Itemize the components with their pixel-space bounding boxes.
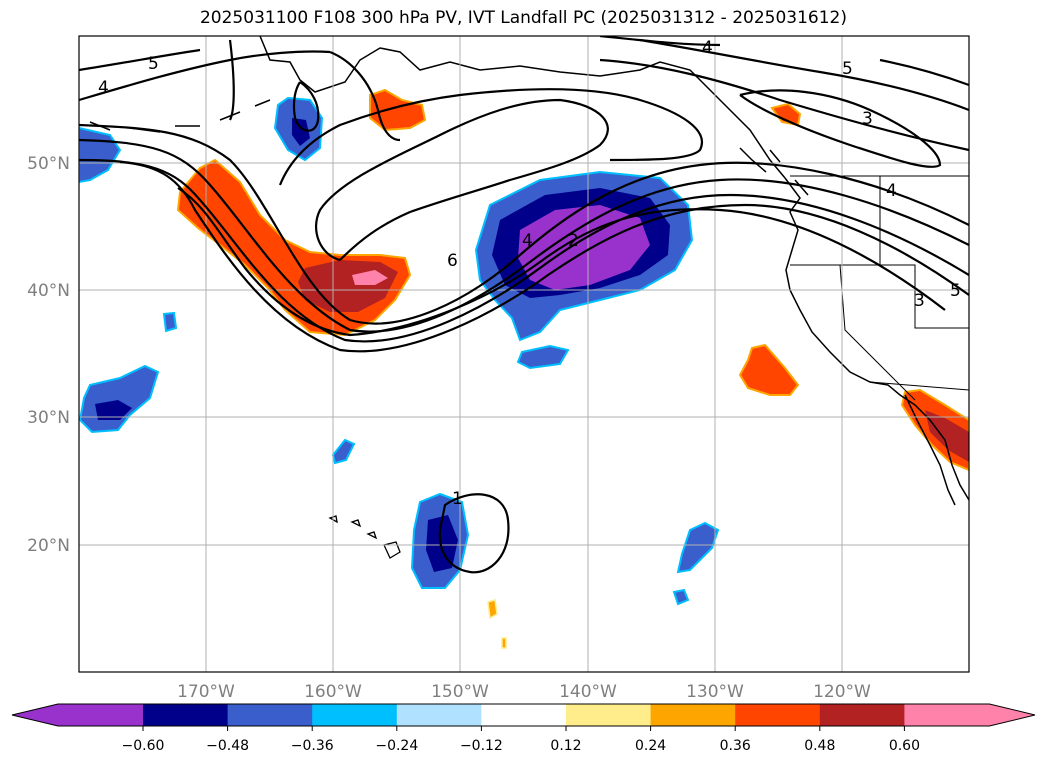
contour-label-2-center: 2	[568, 231, 579, 251]
hawaii-oahu	[350, 519, 362, 528]
pv-negative-tiny	[672, 588, 690, 606]
colorbar-outline	[11, 703, 1036, 727]
contour-label-3-east: 3	[914, 291, 925, 311]
state-border-5	[869, 381, 969, 391]
contour-label-6: 6	[447, 251, 458, 271]
colorbar-segment	[819, 704, 905, 726]
lon-label-170w: 170°W	[177, 682, 235, 702]
west-coast-north-america	[784, 177, 969, 501]
pv-positive-offshore	[738, 343, 800, 396]
contour-label-1-south: 1	[452, 489, 463, 509]
pv-negative-southeast	[676, 521, 720, 574]
contour-label-5-north: 5	[842, 59, 853, 79]
pv-positive-alaska	[369, 88, 427, 132]
latitude-labels: 50°N 40°N 30°N 20°N	[27, 154, 70, 556]
state-border-1	[790, 264, 916, 290]
contour-line-14	[292, 81, 320, 132]
hawaii-maui	[366, 531, 378, 540]
map-area: 5 4 4 5 3 6 4 2 4 3 5 1	[79, 36, 969, 672]
contour-line-10	[639, 38, 969, 112]
contour-label-4-west: 4	[98, 78, 109, 98]
colorbar-tick-label: 0.12	[550, 738, 581, 754]
contour-line-17	[599, 36, 721, 47]
lon-label-150w: 150°W	[431, 682, 489, 702]
contour-line-6	[315, 98, 609, 262]
pv-positive-tiny-a	[487, 599, 498, 620]
contour-line-7	[278, 88, 703, 186]
longitude-labels: 170°W 160°W 150°W 140°W 130°W 120°W	[177, 682, 871, 702]
pv-negative-aleutian-core	[292, 118, 310, 146]
colorbar-tick-label: 0.48	[804, 738, 835, 754]
contour-line-5	[177, 187, 946, 337]
colorbar-tick-label: −0.36	[291, 738, 334, 754]
alaska-coastline	[259, 36, 786, 179]
contour-line-9	[79, 39, 235, 121]
hawaii-big-island	[383, 541, 401, 559]
colorbar-segment	[396, 704, 482, 726]
lat-label-50n: 50°N	[27, 154, 70, 174]
colorbar-tick-label: −0.24	[375, 738, 418, 754]
colorbar-tick-label: −0.48	[206, 738, 249, 754]
contour-label-4-east: 4	[886, 181, 897, 201]
lat-label-30n: 30°N	[27, 408, 70, 428]
ivt-contours	[79, 36, 969, 574]
contour-line-11	[599, 58, 969, 152]
lat-label-40n: 40°N	[27, 281, 70, 301]
contour-label-3-north: 3	[862, 109, 873, 129]
colorbar-segment	[143, 704, 229, 726]
colorbar-segment	[650, 704, 736, 726]
contour-line-16	[438, 493, 510, 574]
colorbar-tick-label: 0.24	[635, 738, 666, 754]
colorbar-segment	[312, 704, 398, 726]
bc-islands	[739, 147, 809, 196]
lat-label-20n: 20°N	[27, 536, 70, 556]
lon-label-160w: 160°W	[304, 682, 362, 702]
pv-positive-bc-coast	[770, 102, 802, 127]
contour-labels: 5 4 4 5 3 6 4 2 4 3 5 1	[98, 38, 961, 509]
contour-label-5-west: 5	[148, 54, 159, 74]
contour-line-15	[329, 50, 401, 142]
colorbar-tick-label: −0.60	[122, 738, 165, 754]
contour-line-3	[79, 158, 969, 343]
contour-line-1	[79, 123, 969, 325]
pv-positive-trough-peak	[352, 270, 388, 285]
contour-line-13	[879, 58, 969, 87]
map-frame	[78, 35, 970, 673]
colorbar-tick-label: −0.12	[460, 738, 503, 754]
colorbar-segment-max-extend	[904, 704, 1035, 726]
colorbar-segment	[735, 704, 821, 726]
contour-line-12	[739, 89, 942, 168]
contour-label-4-center: 4	[522, 231, 533, 251]
colorbar-tick-label: 0.60	[889, 738, 920, 754]
pv-negative-ridge-core	[518, 205, 650, 290]
pv-positive-baja-core	[925, 410, 969, 462]
pv-positive-tiny-b	[501, 637, 507, 649]
figure-title: 2025031100 F108 300 hPa PV, IVT Landfall…	[199, 8, 847, 28]
gridlines	[79, 36, 969, 672]
political-borders	[790, 175, 969, 401]
pv-negative-west-subtropical-core	[95, 400, 132, 420]
lon-label-140w: 140°W	[559, 682, 617, 702]
colorbar-segment-min-extend	[12, 704, 143, 726]
contour-line-8	[79, 50, 331, 102]
colorbar-segment	[481, 704, 567, 726]
pv-negative-small-east	[516, 344, 570, 370]
colorbar: −0.60 −0.48 −0.36 −0.24 −0.12 0.12 0.24 0.36 0.4…	[11, 703, 1036, 754]
negative-pv-regions	[79, 96, 720, 606]
contour-line-4	[119, 160, 969, 353]
lon-label-130w: 130°W	[686, 682, 744, 702]
colorbar-segment	[566, 704, 652, 726]
pv-negative-small-hawaii-north	[331, 438, 356, 465]
lon-label-120w: 120°W	[813, 682, 871, 702]
colorbar-segment	[227, 704, 313, 726]
state-border-4	[914, 290, 969, 329]
positive-pv-regions	[176, 88, 969, 649]
pv-negative-south-core	[426, 515, 458, 572]
colorbar-tick-label: 0.36	[720, 738, 751, 754]
contour-label-4-north: 4	[702, 38, 713, 58]
contour-label-5-east: 5	[950, 281, 961, 301]
pv-negative-small-islet	[162, 311, 178, 333]
